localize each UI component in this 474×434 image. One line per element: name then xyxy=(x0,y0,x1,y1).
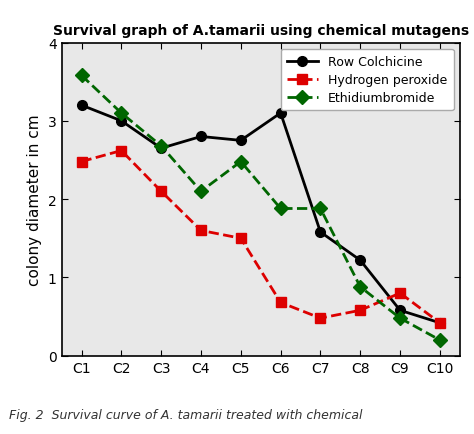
Ethidiumbromide xyxy=(158,144,164,149)
Y-axis label: colony diameter in cm: colony diameter in cm xyxy=(27,114,42,285)
Hydrogen peroxide xyxy=(437,320,443,326)
Ethidiumbromide xyxy=(357,285,363,290)
Hydrogen peroxide xyxy=(198,228,204,233)
Row Colchicine xyxy=(397,308,403,313)
Line: Hydrogen peroxide: Hydrogen peroxide xyxy=(77,146,445,328)
Ethidiumbromide xyxy=(318,207,323,212)
Hydrogen peroxide xyxy=(118,148,124,154)
Ethidiumbromide xyxy=(118,111,124,116)
Ethidiumbromide xyxy=(437,338,443,343)
Hydrogen peroxide xyxy=(79,160,84,165)
Hydrogen peroxide xyxy=(397,291,403,296)
Line: Ethidiumbromide: Ethidiumbromide xyxy=(77,71,445,345)
Ethidiumbromide xyxy=(79,74,84,79)
Hydrogen peroxide xyxy=(318,316,323,321)
Hydrogen peroxide xyxy=(357,308,363,313)
Row Colchicine xyxy=(357,258,363,263)
Title: Survival graph of A.tamarii using chemical mutagens: Survival graph of A.tamarii using chemic… xyxy=(53,24,469,38)
Row Colchicine xyxy=(79,103,84,108)
Row Colchicine xyxy=(238,138,244,144)
Hydrogen peroxide xyxy=(238,236,244,241)
Row Colchicine xyxy=(158,146,164,151)
Line: Row Colchicine: Row Colchicine xyxy=(77,101,445,328)
Ethidiumbromide xyxy=(198,189,204,194)
Hydrogen peroxide xyxy=(158,189,164,194)
Text: Fig. 2  Survival curve of A. tamarii treated with chemical: Fig. 2 Survival curve of A. tamarii trea… xyxy=(9,408,363,421)
Row Colchicine xyxy=(318,230,323,235)
Ethidiumbromide xyxy=(397,316,403,321)
Ethidiumbromide xyxy=(238,160,244,165)
Row Colchicine xyxy=(118,119,124,124)
Row Colchicine xyxy=(278,111,283,116)
Row Colchicine xyxy=(437,320,443,326)
Hydrogen peroxide xyxy=(278,300,283,306)
Ethidiumbromide xyxy=(278,207,283,212)
Row Colchicine xyxy=(198,135,204,140)
Legend: Row Colchicine, Hydrogen peroxide, Ethidiumbromide: Row Colchicine, Hydrogen peroxide, Ethid… xyxy=(281,49,454,111)
